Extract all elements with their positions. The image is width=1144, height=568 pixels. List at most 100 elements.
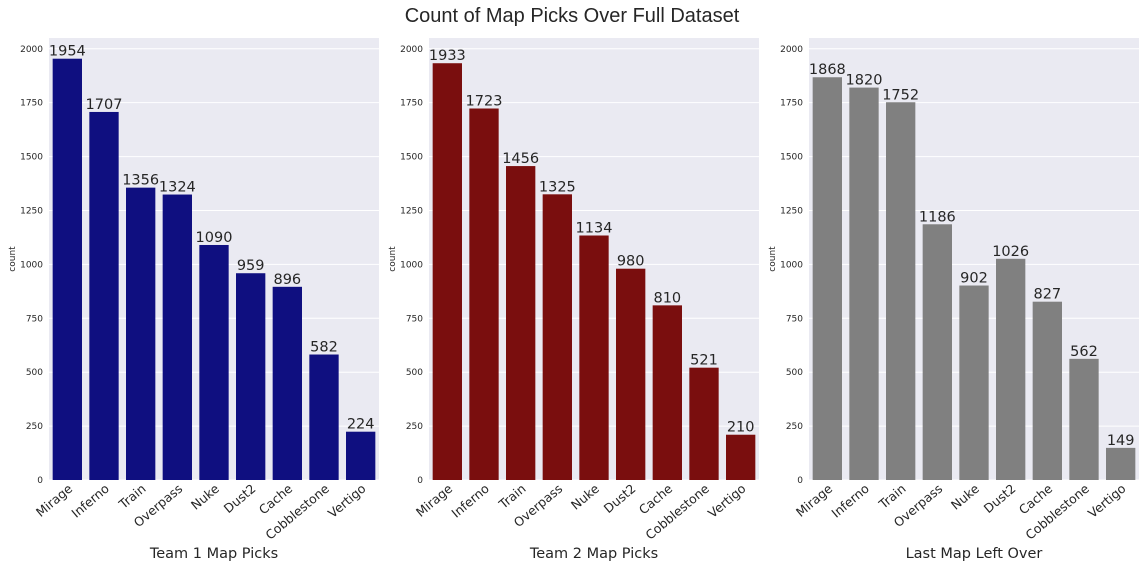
y-tick-label: 500	[786, 368, 803, 378]
y-tick-label: 1500	[780, 153, 803, 163]
x-axis-label: Team 1 Map Picks	[149, 546, 278, 562]
bar-value-label: 582	[310, 340, 338, 356]
x-tick-label: Mirage	[33, 481, 76, 520]
x-tick-label: Vertigo	[705, 481, 749, 521]
bar-value-label: 1324	[159, 180, 196, 196]
bar-vertigo	[346, 431, 376, 480]
y-tick-label: 0	[797, 476, 803, 486]
bar-value-label: 1868	[809, 62, 846, 78]
y-tick-label: 1500	[20, 153, 43, 163]
x-tick-label: Cobblestone	[262, 481, 332, 543]
y-axis-label: count	[388, 246, 398, 272]
bar-value-label: 959	[237, 258, 265, 274]
y-tick-label: 1500	[400, 153, 423, 163]
bar-nuke	[959, 285, 989, 480]
bar-value-label: 1026	[992, 244, 1029, 260]
bar-value-label: 149	[1107, 433, 1135, 449]
y-tick-label: 500	[26, 368, 43, 378]
x-tick-label: Mirage	[413, 481, 456, 520]
bar-nuke	[199, 244, 229, 480]
x-tick-label: Cobblestone	[642, 481, 712, 543]
y-axis-label: count	[768, 246, 778, 272]
bar-nuke	[579, 235, 609, 480]
y-tick-label: 1750	[780, 99, 803, 109]
bar-cobblestone	[689, 367, 719, 480]
x-tick-label: Vertigo	[1085, 481, 1129, 521]
bar-value-label: 224	[347, 417, 375, 433]
bar-value-label: 521	[690, 353, 718, 369]
bar-cobblestone	[1069, 358, 1099, 480]
bar-value-label: 1356	[122, 173, 159, 189]
bar-cache	[652, 305, 682, 480]
y-tick-label: 1000	[780, 260, 803, 270]
x-tick-label: Vertigo	[325, 481, 369, 521]
y-tick-label: 1750	[400, 99, 423, 109]
figure-title: Count of Map Picks Over Full Dataset	[405, 5, 740, 27]
bar-cache	[1032, 301, 1062, 480]
bar-value-label: 1090	[196, 230, 233, 246]
y-tick-label: 0	[417, 476, 423, 486]
bar-inferno	[469, 108, 499, 480]
x-tick-label: Inferno	[68, 481, 112, 521]
chart-panel-3: 0 250 500 750 1000 1250 1500 1750 2000 count 1868 M…	[768, 38, 1139, 562]
bar-inferno	[849, 87, 879, 480]
y-tick-label: 1000	[20, 260, 43, 270]
y-tick-label: 250	[26, 422, 43, 432]
bar-value-label: 210	[727, 420, 755, 436]
y-tick-label: 250	[786, 422, 803, 432]
y-tick-label: 0	[37, 476, 43, 486]
x-tick-label: Nuke	[568, 481, 602, 513]
x-tick-label: Nuke	[188, 481, 222, 513]
bar-mirage	[812, 77, 842, 481]
bar-value-label: 1723	[466, 94, 503, 110]
x-tick-label: Dust2	[221, 481, 259, 516]
y-tick-label: 250	[406, 422, 423, 432]
bar-value-label: 1707	[86, 97, 123, 113]
bar-value-label: 827	[1033, 287, 1061, 303]
bar-overpass	[162, 194, 192, 480]
chart-panel-2: 0 250 500 750 1000 1250 1500 1750 2000 count 1933 M…	[388, 38, 759, 562]
y-tick-label: 1750	[20, 99, 43, 109]
bar-vertigo	[726, 434, 756, 480]
x-tick-label: Dust2	[601, 481, 639, 516]
bar-value-label: 1186	[919, 209, 956, 225]
bar-value-label: 1933	[429, 48, 466, 64]
x-tick-label: Inferno	[828, 481, 872, 521]
bar-dust2	[996, 258, 1026, 480]
y-tick-label: 1000	[400, 260, 423, 270]
y-tick-label: 750	[406, 314, 423, 324]
bar-inferno	[89, 111, 119, 480]
y-tick-label: 750	[26, 314, 43, 324]
bar-value-label: 562	[1070, 344, 1098, 360]
bar-value-label: 1954	[49, 44, 86, 60]
y-tick-label: 750	[786, 314, 803, 324]
bar-vertigo	[1106, 447, 1136, 480]
y-tick-label: 2000	[20, 45, 43, 55]
bar-value-label: 896	[273, 272, 301, 288]
y-tick-label: 1250	[20, 206, 43, 216]
y-axis-label: count	[8, 246, 18, 272]
x-tick-label: Nuke	[948, 481, 982, 513]
x-tick-label: Inferno	[448, 481, 492, 521]
y-tick-label: 1250	[400, 206, 423, 216]
bar-mirage	[432, 63, 462, 480]
chart-panel-1: 0 250 500 750 1000 1250 1500 1750 2000 count 1954 M…	[8, 38, 379, 562]
bar-dust2	[616, 268, 646, 480]
bar-dust2	[236, 273, 266, 480]
bar-value-label: 1134	[576, 220, 613, 236]
bar-train	[886, 102, 916, 480]
bar-value-label: 980	[617, 254, 645, 270]
bar-cache	[272, 286, 302, 480]
y-tick-label: 2000	[780, 45, 803, 55]
x-tick-label: Dust2	[981, 481, 1019, 516]
bar-value-label: 902	[960, 271, 988, 287]
y-tick-label: 1250	[780, 206, 803, 216]
bar-value-label: 1820	[846, 73, 883, 89]
bar-cobblestone	[309, 354, 339, 480]
bar-value-label: 1456	[502, 151, 539, 167]
y-tick-label: 500	[406, 368, 423, 378]
bar-value-label: 1325	[539, 179, 576, 195]
bar-train	[126, 187, 156, 480]
